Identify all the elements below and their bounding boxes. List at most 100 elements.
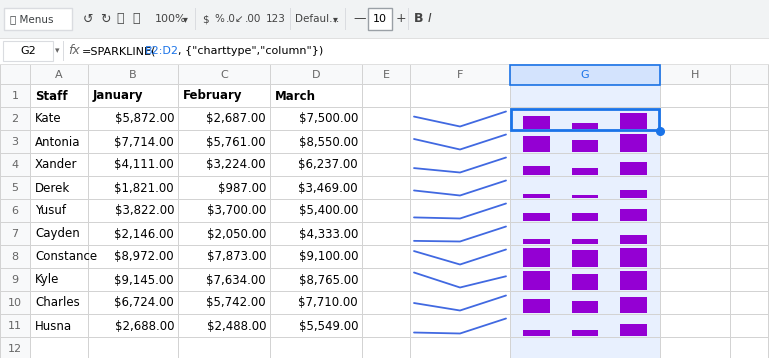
Text: %: %: [214, 14, 224, 24]
Bar: [368, 8, 392, 30]
Text: $7,873.00: $7,873.00: [207, 251, 266, 263]
Text: $5,872.00: $5,872.00: [115, 112, 174, 126]
Text: 5: 5: [12, 183, 18, 193]
Text: I: I: [428, 13, 431, 25]
Bar: [3, 41, 53, 61]
Text: $8,765.00: $8,765.00: [298, 274, 358, 286]
Bar: [0, 153, 769, 154]
Text: 1: 1: [12, 91, 18, 101]
Text: $987.00: $987.00: [218, 182, 266, 194]
Bar: [523, 194, 550, 198]
Bar: [571, 301, 598, 313]
Bar: [510, 64, 660, 84]
Text: $9,145.00: $9,145.00: [115, 274, 174, 286]
Text: Charles: Charles: [35, 296, 80, 310]
Bar: [571, 250, 598, 266]
Bar: [290, 8, 291, 30]
Text: $2,687.00: $2,687.00: [206, 112, 266, 126]
Text: 🔍 Menus: 🔍 Menus: [10, 14, 54, 24]
Text: $3,700.00: $3,700.00: [207, 204, 266, 218]
Text: H: H: [691, 69, 699, 79]
Text: $4,111.00: $4,111.00: [115, 159, 174, 171]
Text: 8: 8: [12, 252, 18, 262]
Text: ↻: ↻: [100, 13, 110, 25]
Bar: [523, 239, 550, 243]
Bar: [571, 330, 598, 335]
Bar: [621, 190, 647, 198]
Text: .00: .00: [245, 14, 261, 24]
Text: $5,400.00: $5,400.00: [298, 204, 358, 218]
Text: ⎘: ⎘: [132, 13, 140, 25]
Text: $: $: [202, 14, 208, 24]
Bar: [0, 0, 769, 38]
Bar: [511, 108, 659, 130]
Text: $2,488.00: $2,488.00: [207, 319, 266, 333]
Bar: [510, 84, 660, 358]
Text: +: +: [396, 13, 407, 25]
Text: February: February: [183, 90, 242, 102]
Text: G: G: [581, 69, 589, 79]
Bar: [571, 140, 598, 151]
Text: $9,100.00: $9,100.00: [298, 251, 358, 263]
Bar: [571, 123, 598, 129]
Text: Constance: Constance: [35, 251, 97, 263]
Bar: [571, 195, 598, 198]
Bar: [0, 38, 769, 39]
Text: 7: 7: [12, 229, 18, 239]
Text: 123: 123: [266, 14, 286, 24]
Text: $7,710.00: $7,710.00: [298, 296, 358, 310]
Text: $4,333.00: $4,333.00: [298, 227, 358, 241]
Text: 6: 6: [12, 206, 18, 216]
Text: $2,688.00: $2,688.00: [115, 319, 174, 333]
Text: $6,237.00: $6,237.00: [298, 159, 358, 171]
Bar: [571, 274, 598, 290]
Text: $5,761.00: $5,761.00: [206, 135, 266, 149]
Text: 11: 11: [8, 321, 22, 331]
Text: D: D: [311, 69, 320, 79]
Bar: [0, 64, 769, 84]
Text: $5,549.00: $5,549.00: [298, 319, 358, 333]
Text: 🖨: 🖨: [116, 13, 124, 25]
Text: F: F: [457, 69, 463, 79]
Bar: [621, 234, 647, 243]
Text: $7,714.00: $7,714.00: [115, 135, 174, 149]
Text: $6,724.00: $6,724.00: [115, 296, 174, 310]
Text: 2: 2: [12, 114, 18, 124]
Bar: [510, 64, 660, 84]
Text: B: B: [414, 13, 424, 25]
Text: Derek: Derek: [35, 182, 70, 194]
Bar: [523, 271, 550, 290]
Bar: [621, 113, 647, 129]
Bar: [523, 116, 550, 129]
Text: 3: 3: [12, 137, 18, 147]
Text: ▾: ▾: [333, 14, 338, 24]
Text: 9: 9: [12, 275, 18, 285]
Bar: [195, 8, 196, 30]
Bar: [571, 213, 598, 221]
Bar: [4, 8, 72, 30]
Text: Antonia: Antonia: [35, 135, 81, 149]
Text: 100%: 100%: [155, 14, 187, 24]
Text: Yusuf: Yusuf: [35, 204, 66, 218]
Text: January: January: [93, 90, 144, 102]
Text: ↺: ↺: [83, 13, 93, 25]
Text: C: C: [220, 69, 228, 79]
Bar: [0, 64, 30, 358]
Text: Defaul...: Defaul...: [295, 14, 339, 24]
Text: Xander: Xander: [35, 159, 78, 171]
Bar: [523, 299, 550, 313]
Bar: [621, 161, 647, 174]
Bar: [523, 166, 550, 174]
Text: $2,050.00: $2,050.00: [207, 227, 266, 241]
Text: 4: 4: [12, 160, 18, 170]
Text: $7,634.00: $7,634.00: [206, 274, 266, 286]
Text: G2: G2: [20, 46, 36, 56]
Text: Staff: Staff: [35, 90, 68, 102]
Text: B2:D2: B2:D2: [145, 46, 179, 56]
Bar: [621, 134, 647, 151]
Bar: [523, 136, 550, 151]
Text: A: A: [55, 69, 63, 79]
Text: Cayden: Cayden: [35, 227, 80, 241]
Bar: [523, 213, 550, 221]
Bar: [571, 239, 598, 243]
